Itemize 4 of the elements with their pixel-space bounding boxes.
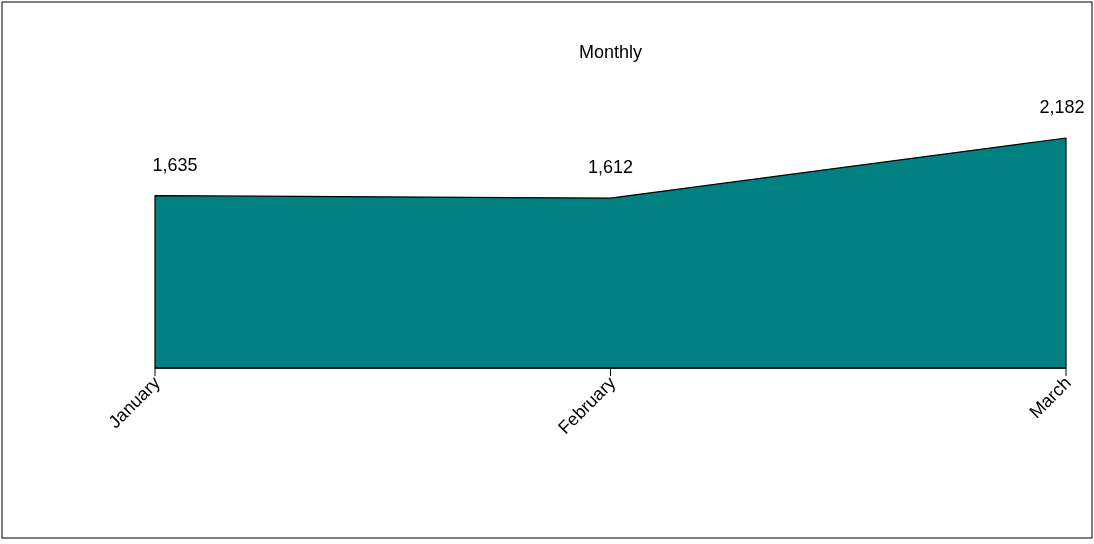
chart-title: Monthly: [578, 42, 643, 62]
data-label: 1,612: [587, 157, 634, 178]
data-label: 1,635: [152, 154, 198, 175]
data-label: 2,182: [1039, 97, 1085, 117]
